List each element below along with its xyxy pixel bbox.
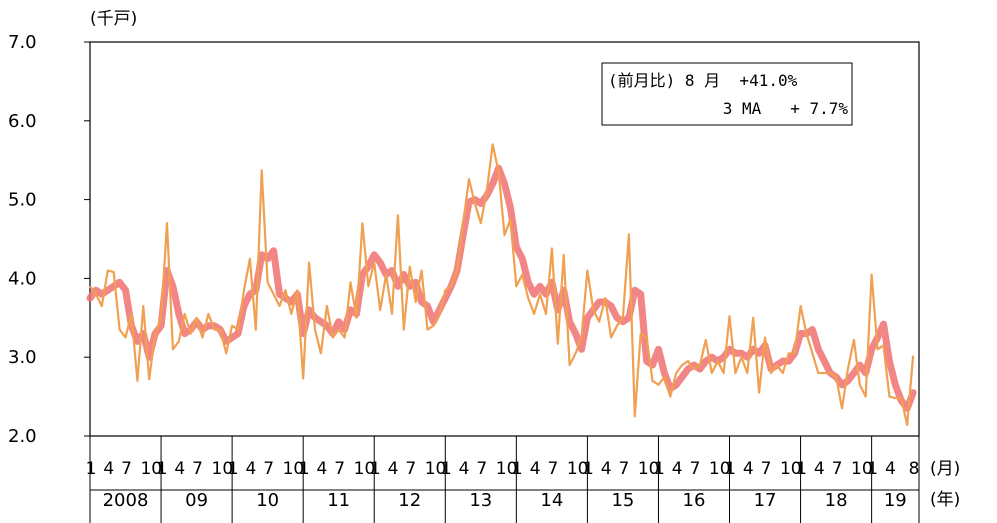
month-tick-label: 1: [299, 459, 310, 479]
annotation-line-1: (前月比) 8 月 +41.0%: [608, 71, 798, 90]
y-axis-unit-label: (千戸): [90, 9, 137, 29]
y-tick-label: 2.0: [8, 426, 37, 447]
month-tick-label: 1: [654, 459, 665, 479]
year-label: 16: [683, 490, 706, 511]
month-tick-label: 1: [583, 459, 594, 479]
month-tick-label: 1: [512, 459, 523, 479]
month-tick-label: 10: [709, 459, 731, 479]
year-label: 19: [884, 490, 907, 511]
y-tick-label: 6.0: [8, 111, 37, 132]
month-tick-label: 10: [212, 459, 234, 479]
year-label: 09: [185, 490, 208, 511]
month-tick-label: 4: [459, 459, 470, 479]
month-tick-label: 10: [851, 459, 873, 479]
plot-area: [89, 41, 920, 437]
month-tick-label: 7: [690, 459, 701, 479]
month-tick-label: 4: [530, 459, 541, 479]
month-tick-label: 7: [192, 459, 203, 479]
month-tick-label: 4: [103, 459, 114, 479]
month-tick-label: 10: [425, 459, 447, 479]
month-tick-label: 10: [496, 459, 518, 479]
y-tick-label: 7.0: [8, 32, 37, 53]
month-tick-label: 10: [780, 459, 802, 479]
month-tick-label: 10: [354, 459, 376, 479]
month-tick-label: 1: [441, 459, 452, 479]
month-tick-label: 7: [619, 459, 630, 479]
y-tick-label: 4.0: [8, 268, 37, 289]
year-label: 10: [256, 490, 279, 511]
x-axis-year-unit: (年): [930, 490, 960, 510]
month-tick-label: 4: [317, 459, 328, 479]
month-tick-label: 7: [121, 459, 132, 479]
year-label: 12: [398, 490, 421, 511]
month-tick-label: 10: [638, 459, 660, 479]
month-tick-label: 10: [567, 459, 589, 479]
year-label: 15: [611, 490, 634, 511]
month-tick-label: 7: [476, 459, 487, 479]
month-tick-label: 7: [405, 459, 416, 479]
annotation-box: (前月比) 8 月 +41.0% 3 MA + 7.7%: [601, 62, 853, 126]
month-tick-label: 10: [283, 459, 305, 479]
month-tick-label: 4: [672, 459, 683, 479]
series-line-monthly: [89, 143, 915, 427]
y-axis: 7.0 6.0 5.0 4.0 3.0 2.0: [8, 32, 90, 447]
month-tick-label: 8: [909, 459, 920, 479]
month-tick-label: 7: [761, 459, 772, 479]
year-label: 18: [825, 490, 848, 511]
month-tick-label: 4: [743, 459, 754, 479]
month-tick-label: 7: [263, 459, 274, 479]
month-tick-label: 1: [370, 459, 381, 479]
month-tick-label: 4: [601, 459, 612, 479]
month-tick-label: 7: [832, 459, 843, 479]
year-label: 11: [327, 490, 350, 511]
month-tick-label: 7: [334, 459, 345, 479]
month-tick-label: 4: [885, 459, 896, 479]
series-layer: [86, 143, 917, 427]
month-tick-label: 10: [140, 459, 162, 479]
y-tick-label: 5.0: [8, 190, 37, 211]
year-label: 13: [469, 490, 492, 511]
month-tick-label: 1: [796, 459, 807, 479]
annotation-line-2: 3 MA + 7.7%: [723, 99, 849, 118]
year-label: 17: [754, 490, 777, 511]
month-tick-label: 1: [228, 459, 239, 479]
y-tick-label: 3.0: [8, 347, 37, 368]
month-tick-label: 4: [245, 459, 256, 479]
month-tick-label: 1: [157, 459, 168, 479]
x-axis-month-unit: (月): [930, 459, 960, 479]
year-label: 2008: [103, 490, 149, 511]
month-tick-label: 1: [867, 459, 878, 479]
year-label: 14: [540, 490, 563, 511]
month-tick-label: 4: [388, 459, 399, 479]
month-tick-label: 1: [86, 459, 97, 479]
month-tick-label: 4: [814, 459, 825, 479]
month-tick-label: 7: [547, 459, 558, 479]
month-tick-label: 1: [725, 459, 736, 479]
x-axis: 2008 09 10 11 12 13 14 15 16 17 18 191 4 7 101 4 7 101 4 7 1…: [86, 436, 920, 523]
month-tick-label: 4: [174, 459, 185, 479]
